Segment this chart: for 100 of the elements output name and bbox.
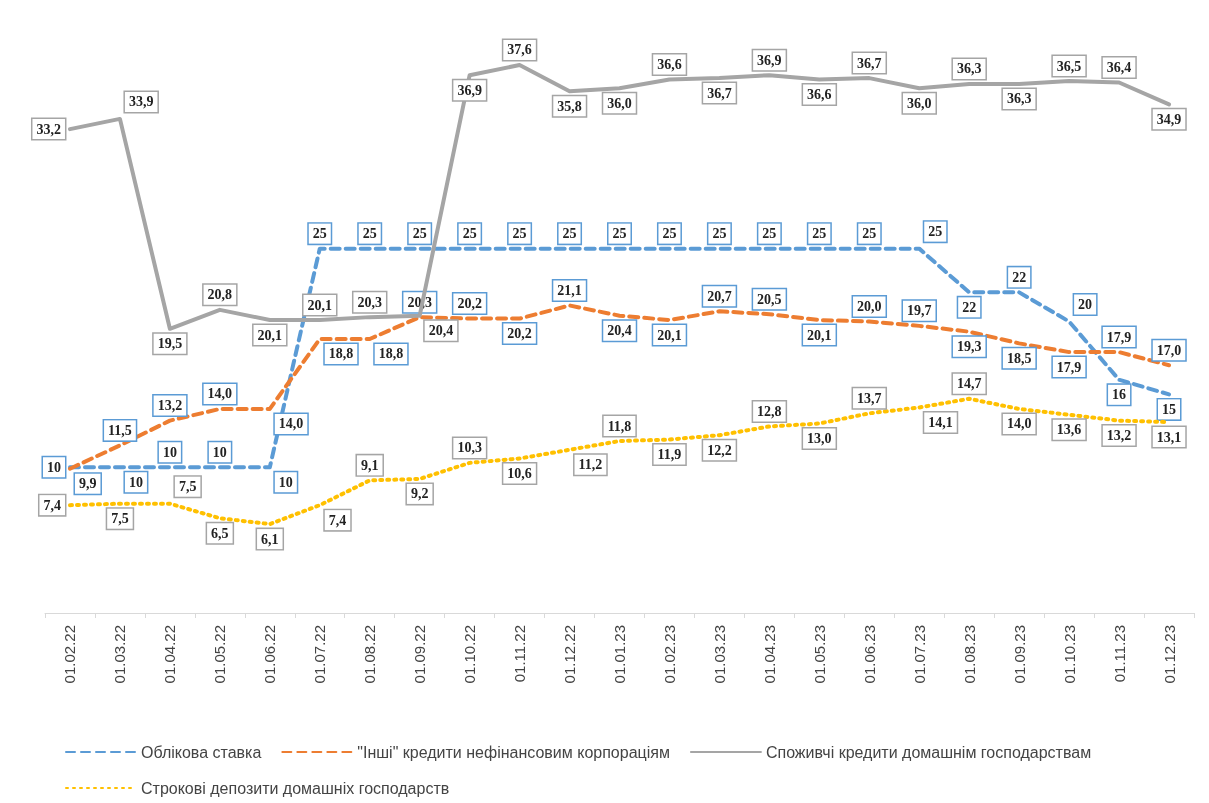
data-label: 6,5 xyxy=(211,525,229,541)
data-label: 13,0 xyxy=(807,431,832,447)
data-label: 25 xyxy=(612,226,627,242)
x-tick-label: 01.04.22 xyxy=(161,625,179,684)
data-label: 36,9 xyxy=(457,82,482,98)
data-label: 18,8 xyxy=(378,346,404,362)
data-label: 7,4 xyxy=(328,512,347,528)
data-label: 16 xyxy=(1112,387,1127,403)
data-label: 20,2 xyxy=(457,296,482,312)
data-label: 20,1 xyxy=(807,327,832,343)
data-label: 25 xyxy=(362,226,377,242)
data-label: 9,1 xyxy=(360,457,379,473)
data-label: 11,5 xyxy=(108,422,132,438)
data-label: 19,7 xyxy=(906,303,932,319)
data-label: 10 xyxy=(278,474,293,490)
data-label: 11,2 xyxy=(578,457,603,473)
data-label: 14,0 xyxy=(1006,416,1032,432)
data-label: 14,0 xyxy=(207,386,233,402)
data-label: 20,3 xyxy=(357,294,382,310)
data-label: 20,4 xyxy=(607,323,632,339)
data-label: 12,8 xyxy=(757,403,782,419)
data-label: 35,8 xyxy=(557,98,582,114)
x-tick-label: 01.12.23 xyxy=(1160,625,1178,684)
data-label: 13,6 xyxy=(1056,422,1082,438)
data-label: 20,3 xyxy=(407,294,432,310)
data-label: 36,0 xyxy=(607,95,632,111)
data-label: 36,7 xyxy=(857,55,882,71)
x-tick-label: 01.08.23 xyxy=(960,625,978,684)
data-label: 14,1 xyxy=(928,414,953,430)
x-tick-label: 01.05.23 xyxy=(810,625,828,684)
data-label: 25 xyxy=(712,226,727,242)
data-label: 20,5 xyxy=(757,291,782,307)
data-label: 10 xyxy=(46,459,61,475)
data-label: 20,4 xyxy=(428,323,454,339)
legend-label: Облікова ставка xyxy=(141,743,262,761)
data-label: 21,1 xyxy=(557,282,582,298)
x-tick-label: 01.03.22 xyxy=(111,625,129,684)
data-label: 25 xyxy=(812,226,827,242)
data-label: 36,9 xyxy=(757,52,782,68)
data-label: 36,6 xyxy=(807,87,832,103)
data-label: 20,1 xyxy=(257,327,283,343)
data-label: 13,1 xyxy=(1156,429,1182,445)
data-label: 9,2 xyxy=(410,486,429,502)
data-label: 36,6 xyxy=(657,57,682,73)
data-label: 20,1 xyxy=(657,327,682,343)
data-label: 10 xyxy=(128,474,143,490)
data-label: 25 xyxy=(662,226,677,242)
data-label: 7,5 xyxy=(111,511,129,527)
data-label: 20,0 xyxy=(857,299,882,314)
x-tick-label: 01.04.23 xyxy=(760,625,778,684)
data-label: 22 xyxy=(1012,269,1027,285)
data-label: 11,9 xyxy=(657,447,682,463)
x-tick-label: 01.05.22 xyxy=(211,625,229,684)
data-label: 14,0 xyxy=(278,416,304,432)
x-tick-label: 01.07.22 xyxy=(311,625,329,684)
x-tick-label: 01.06.23 xyxy=(860,625,878,684)
data-label: 33,9 xyxy=(128,94,154,110)
legend-label: Строкові депозити домашніх господарств xyxy=(141,779,450,797)
x-tick-label: 01.09.22 xyxy=(411,625,429,684)
data-label: 20,7 xyxy=(707,288,732,304)
data-label: 36,3 xyxy=(1006,91,1032,107)
data-label: 20 xyxy=(1078,297,1093,312)
data-label: 25 xyxy=(928,224,943,240)
data-label: 11,8 xyxy=(607,418,632,434)
data-label: 10,6 xyxy=(507,466,532,482)
data-label: 20,1 xyxy=(307,297,333,313)
x-tick-label: 01.12.22 xyxy=(561,625,579,684)
x-tick-label: 01.11.23 xyxy=(1110,625,1128,683)
x-tick-label: 01.09.23 xyxy=(1010,625,1028,684)
legend-label: "Інші" кредити нефінансовим корпораціям xyxy=(357,743,670,761)
data-label: 22 xyxy=(962,299,977,315)
x-tick-label: 01.01.23 xyxy=(611,625,628,684)
data-label: 25 xyxy=(412,226,427,242)
data-label: 19,5 xyxy=(157,336,183,352)
data-label: 25 xyxy=(762,226,777,242)
x-tick-label: 01.02.23 xyxy=(660,625,678,684)
x-tick-label: 01.10.23 xyxy=(1060,625,1078,684)
data-label: 36,7 xyxy=(707,85,732,101)
data-label: 36,4 xyxy=(1106,59,1132,75)
data-label: 6,1 xyxy=(261,531,279,547)
data-label: 25 xyxy=(312,226,327,242)
x-tick-label: 01.10.22 xyxy=(461,625,479,684)
data-label: 25 xyxy=(512,226,527,242)
data-label: 36,3 xyxy=(956,61,982,77)
data-label: 20,8 xyxy=(207,287,233,303)
x-tick-label: 01.06.22 xyxy=(261,625,279,684)
data-label: 25 xyxy=(562,226,577,242)
data-label: 17,9 xyxy=(1056,359,1082,375)
data-label: 7,4 xyxy=(43,497,61,513)
x-tick-label: 01.02.22 xyxy=(61,625,79,684)
x-tick-label: 01.08.22 xyxy=(361,625,379,684)
data-label: 13,7 xyxy=(857,390,882,406)
data-label: 36,0 xyxy=(906,95,932,111)
x-tick-label: 01.03.23 xyxy=(710,625,728,684)
data-label: 10,3 xyxy=(457,440,482,456)
data-label: 36,5 xyxy=(1056,58,1082,74)
data-label: 14,7 xyxy=(956,376,982,392)
data-label: 20,2 xyxy=(507,326,532,342)
data-label: 7,5 xyxy=(178,479,197,495)
data-label: 15 xyxy=(1162,401,1177,417)
